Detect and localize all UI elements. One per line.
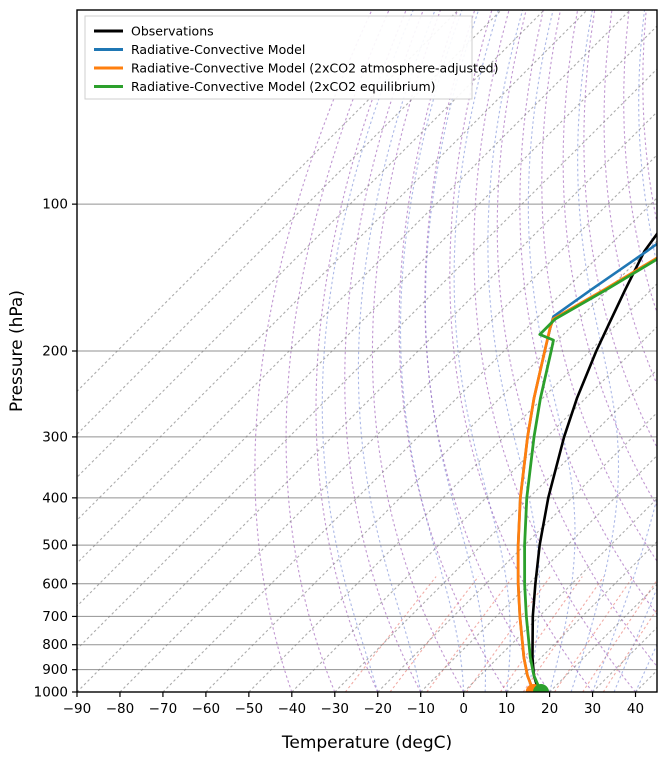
- axis-tick-labels: −90 −80 −70 −60 −50 −40 −30 −20 −10 0 10 20 30 40 100 2…: [34, 197, 644, 717]
- y-tick-label: 800: [42, 637, 68, 653]
- y-tick-label: 1000: [34, 685, 68, 701]
- x-tick-label: −50: [235, 701, 264, 717]
- series-line-3: [523, 257, 657, 692]
- y-tick-label: 900: [42, 662, 68, 678]
- x-tick-label: 40: [627, 701, 644, 717]
- x-tick-label: −60: [192, 701, 221, 717]
- y-tick-label: 200: [42, 344, 68, 360]
- x-tick-label: −70: [149, 701, 178, 717]
- axis-ticks: [72, 203, 637, 697]
- legend[interactable]: Observations Radiative-Convective Model Ra…: [84, 15, 498, 100]
- x-tick-label: 30: [584, 701, 601, 717]
- y-axis-label: Pressure (hPa): [7, 290, 27, 412]
- y-tick-label: 300: [42, 429, 68, 445]
- series-line-0: [531, 231, 657, 692]
- y-tick-label: 600: [42, 576, 68, 592]
- y-tick-label: 700: [42, 609, 68, 625]
- legend-label-1: Radiative-Convective Model: [131, 42, 305, 57]
- y-tick-label: 500: [42, 538, 68, 554]
- series-line-2: [516, 256, 657, 692]
- x-tick-label: −40: [278, 701, 307, 717]
- x-tick-label: −80: [106, 701, 135, 717]
- legend-box: [84, 15, 473, 100]
- legend-label-3: Radiative-Convective Model (2xCO2 equili…: [131, 79, 436, 94]
- x-tick-label: 0: [459, 701, 468, 717]
- legend-label-0: Observations: [131, 24, 214, 39]
- x-tick-label: 10: [498, 701, 515, 717]
- legend-label-2: Radiative-Convective Model (2xCO2 atmosp…: [131, 61, 498, 76]
- series-marker-3: [533, 684, 549, 692]
- x-tick-label: −10: [406, 701, 435, 717]
- y-tick-label: 400: [42, 490, 68, 506]
- x-axis-label: Temperature (degC): [281, 733, 452, 753]
- x-tick-label: −90: [63, 701, 92, 717]
- y-tick-label: 100: [42, 197, 68, 213]
- x-tick-label: −20: [363, 701, 392, 717]
- x-tick-label: −30: [321, 701, 350, 717]
- data-series-group: [516, 231, 657, 692]
- x-tick-label: 20: [541, 701, 558, 717]
